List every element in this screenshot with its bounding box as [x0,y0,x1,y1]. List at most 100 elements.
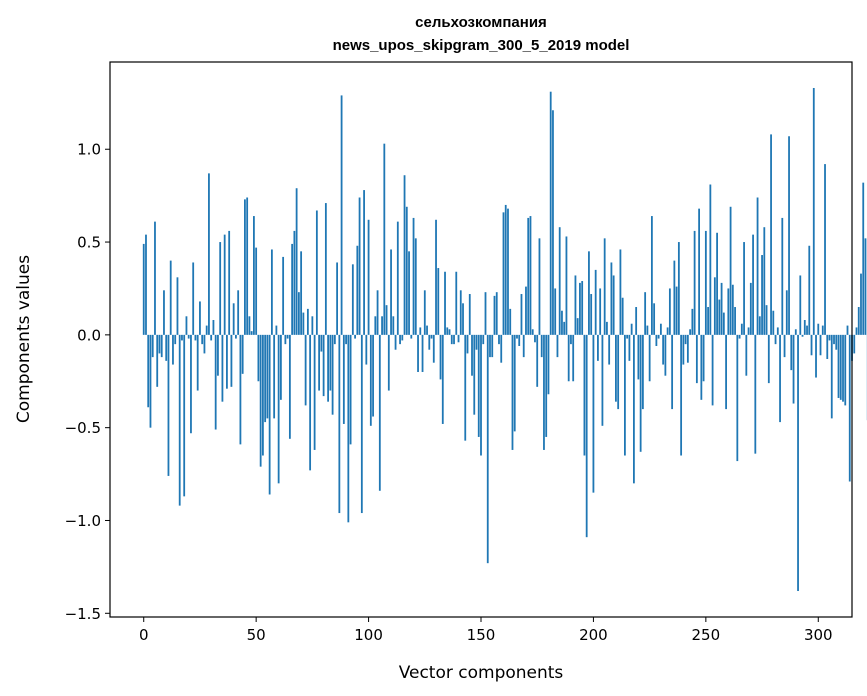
bar [513,334,516,432]
bar [668,288,671,335]
y-tick-label: 1.0 [77,141,101,159]
bar [848,334,851,482]
chart-title-line1: сельхозкомпания [415,14,547,31]
bar [603,238,606,335]
bar [396,221,399,335]
bar [378,334,381,491]
bar [340,95,343,335]
bar [709,184,712,335]
bar [322,334,325,397]
bar [468,294,471,335]
bar [702,334,705,382]
bar [536,334,539,387]
bar [583,334,586,456]
bar [342,334,345,424]
bar [516,334,518,339]
bar [282,256,285,335]
x-tick-label: 150 [467,626,496,644]
bar [255,247,258,335]
bar [570,334,572,345]
bar [842,334,844,402]
bar [680,334,683,456]
bar [183,334,186,497]
bar [158,334,161,354]
bar-series [142,87,867,592]
bar [273,334,276,419]
bar [826,334,829,359]
bar [160,334,163,358]
bar [376,290,379,335]
bar [486,334,489,564]
bar [855,327,858,335]
bar [686,334,689,363]
bar [597,334,599,361]
bar [423,290,426,335]
bar [628,334,631,361]
bar [187,334,190,339]
bar [156,334,159,387]
bar [284,334,287,345]
bar [790,334,793,371]
bar [803,320,806,335]
bar [268,334,271,495]
bar [226,334,228,389]
bar [230,334,233,387]
y-tick-label: 0.0 [77,326,101,344]
bar [756,197,759,335]
bar [718,299,721,335]
bar [372,334,374,417]
bar [401,334,404,341]
bar [466,334,469,354]
bar [734,307,736,335]
bar [448,329,451,335]
bar [262,334,264,456]
bar [277,334,280,484]
bar [414,238,417,335]
bar [740,323,743,335]
bar [675,286,678,335]
bar [295,188,298,335]
bar [608,334,611,365]
bar [462,303,464,335]
bar [185,316,188,335]
bar [455,271,458,335]
bar [722,312,725,335]
bar [318,334,321,391]
bar [145,234,147,335]
bar [498,334,500,345]
bar [306,308,309,335]
bar [190,334,192,434]
bar [830,334,833,419]
bar [167,334,170,476]
bar [417,334,419,372]
bar [543,334,545,450]
bar [862,182,865,335]
bar [561,310,563,335]
bar [212,320,215,335]
bar [165,334,168,361]
bar [860,273,862,335]
bar [657,334,660,339]
bar [606,321,608,335]
bar [311,316,314,335]
bar [345,334,347,345]
bar [671,334,674,410]
bar [824,164,826,335]
bar [288,334,291,439]
bar [495,292,498,335]
bar [749,282,752,335]
bar [264,334,267,423]
bar [428,334,431,350]
x-tick-label: 200 [579,626,608,644]
bar [300,251,303,335]
bar [248,316,251,335]
bar [761,255,763,335]
bar [176,277,179,335]
bar [347,334,350,523]
bar [293,230,296,335]
bar [399,334,401,345]
bar [815,334,817,378]
bar [291,243,294,335]
bar [504,204,507,335]
bar [633,334,635,484]
